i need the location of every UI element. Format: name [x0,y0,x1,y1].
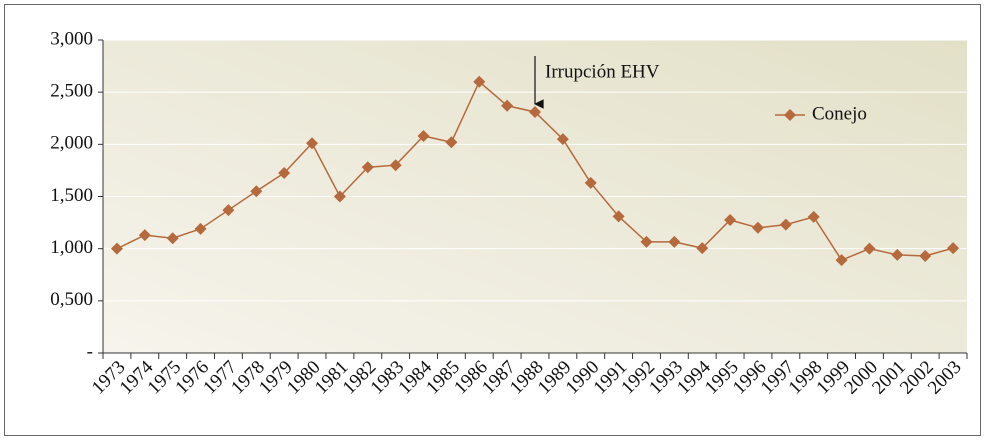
y-tick-label: 3,000 [50,28,93,49]
legend-label: Conejo [812,103,867,124]
data-point [306,137,319,150]
data-point [696,242,709,255]
data-point [194,222,207,235]
data-point [779,218,792,231]
annotation: Irrupción EHV [545,61,660,82]
data-point [529,105,541,118]
data-point [501,99,514,112]
data-point [751,221,764,234]
y-tick-label: 2,500 [50,81,93,102]
data-point [361,161,374,174]
data-point [863,242,876,255]
data-point [835,254,848,267]
y-tick-label: 0,500 [50,289,93,310]
y-tick-label: - [87,341,93,362]
data-point [724,213,737,226]
data-point [640,235,653,248]
data-point [556,133,569,146]
data-point [473,75,486,88]
y-tick-label: 1,500 [50,185,93,206]
data-point [110,242,123,255]
legend-marker [784,109,796,121]
y-tick-label: 1,000 [50,237,93,258]
data-point [389,159,402,172]
data-point [584,176,597,189]
data-point [138,229,151,242]
data-point [445,136,458,149]
data-point [807,210,820,223]
data-point [278,167,291,180]
data-point [919,249,932,262]
data-point [947,242,960,255]
data-point [612,210,625,223]
y-tick-label: 2,000 [50,133,93,154]
data-point [891,248,904,261]
data-point [222,204,235,217]
data-point [417,129,430,142]
data-point [333,190,346,203]
data-point [166,232,179,245]
data-point [250,185,263,198]
data-point [668,235,681,248]
